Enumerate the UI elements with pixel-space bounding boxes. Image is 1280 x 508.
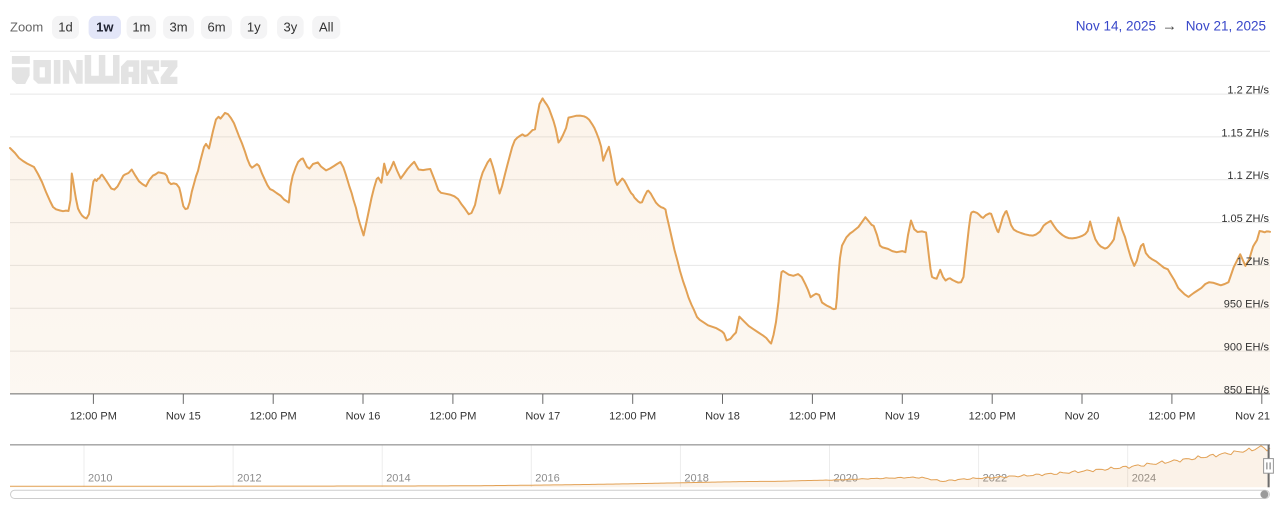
svg-text:1d: 1d: [58, 20, 72, 35]
svg-text:Nov 16: Nov 16: [346, 411, 381, 423]
svg-text:Nov 20: Nov 20: [1065, 411, 1100, 423]
svg-text:1.2 ZH/s: 1.2 ZH/s: [1227, 85, 1269, 97]
svg-text:12:00 PM: 12:00 PM: [429, 411, 476, 423]
svg-text:6m: 6m: [207, 20, 225, 35]
svg-text:Nov 19: Nov 19: [885, 411, 920, 423]
svg-text:2012: 2012: [237, 473, 261, 485]
svg-text:2014: 2014: [386, 473, 410, 485]
svg-text:→: →: [1162, 18, 1177, 35]
svg-text:12:00 PM: 12:00 PM: [969, 411, 1016, 423]
svg-text:1.15 ZH/s: 1.15 ZH/s: [1221, 127, 1269, 139]
svg-text:1w: 1w: [96, 20, 114, 35]
svg-text:1y: 1y: [247, 20, 261, 35]
svg-text:12:00 PM: 12:00 PM: [789, 411, 836, 423]
svg-text:All: All: [319, 20, 334, 35]
svg-text:Nov 15: Nov 15: [166, 411, 201, 423]
svg-text:12:00 PM: 12:00 PM: [250, 411, 297, 423]
svg-text:1.1 ZH/s: 1.1 ZH/s: [1227, 170, 1269, 182]
svg-text:Nov 14, 2025: Nov 14, 2025: [1076, 19, 1156, 34]
svg-text:2022: 2022: [983, 473, 1007, 485]
svg-text:2018: 2018: [684, 473, 708, 485]
svg-text:Zoom: Zoom: [10, 20, 43, 35]
svg-text:2010: 2010: [88, 473, 112, 485]
svg-text:12:00 PM: 12:00 PM: [1148, 411, 1195, 423]
svg-text:Nov 17: Nov 17: [525, 411, 560, 423]
svg-text:Nov 21: Nov 21: [1235, 411, 1270, 423]
svg-text:12:00 PM: 12:00 PM: [70, 411, 117, 423]
svg-text:1m: 1m: [132, 20, 150, 35]
svg-text:900 EH/s: 900 EH/s: [1224, 342, 1270, 354]
svg-text:12:00 PM: 12:00 PM: [609, 411, 656, 423]
svg-text:850 EH/s: 850 EH/s: [1224, 384, 1270, 396]
svg-text:950 EH/s: 950 EH/s: [1224, 299, 1270, 311]
svg-text:3m: 3m: [170, 20, 188, 35]
svg-text:1.05 ZH/s: 1.05 ZH/s: [1221, 213, 1269, 225]
svg-text:Nov 18: Nov 18: [705, 411, 740, 423]
svg-text:3y: 3y: [283, 20, 297, 35]
svg-text:Nov 21, 2025: Nov 21, 2025: [1186, 19, 1266, 34]
svg-text:2016: 2016: [535, 473, 559, 485]
svg-text:2024: 2024: [1132, 473, 1156, 485]
svg-text:1 ZH/s: 1 ZH/s: [1237, 256, 1270, 268]
svg-text:2020: 2020: [834, 473, 858, 485]
